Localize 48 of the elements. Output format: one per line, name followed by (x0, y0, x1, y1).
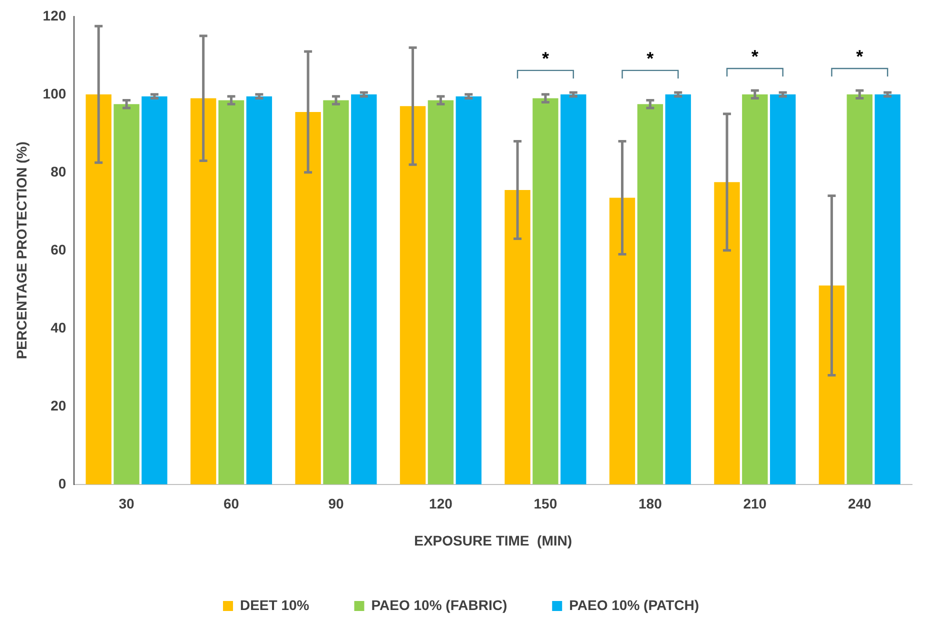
x-tick-label: 180 (638, 496, 662, 512)
bar (560, 94, 586, 484)
bar (142, 96, 168, 484)
bar (818, 286, 845, 484)
y-tick-label: 80 (50, 163, 66, 180)
x-tick-label: 120 (429, 496, 453, 512)
annotation: * (542, 48, 549, 68)
bar (637, 104, 664, 484)
bar (323, 100, 349, 484)
bar (846, 94, 872, 484)
y-tick-label: 100 (42, 85, 66, 102)
bar (400, 106, 426, 484)
bar (351, 94, 377, 484)
bar (456, 96, 482, 484)
bar (114, 104, 140, 484)
bar (874, 94, 900, 484)
y-axis-title: PERCENTAGE PROTECTION (%) (13, 142, 30, 360)
bar (742, 94, 768, 484)
bar (504, 190, 530, 484)
y-tick-label: 60 (50, 241, 66, 258)
bar (246, 96, 272, 484)
bar (190, 98, 216, 484)
bar (665, 94, 691, 484)
annotation: * (646, 48, 654, 68)
x-tick-label: 150 (534, 496, 558, 512)
legend-label: PAEO 10% (FABRIC) (371, 596, 508, 613)
y-tick-label: 20 (50, 397, 66, 414)
bar (428, 100, 454, 484)
annotation: * (751, 46, 758, 66)
bar (770, 94, 796, 484)
x-tick-label: 210 (743, 496, 767, 512)
y-tick-label: 0 (58, 475, 66, 492)
bar (532, 98, 558, 484)
annotation: * (856, 46, 864, 66)
x-tick-label: 90 (328, 496, 344, 512)
bar (295, 112, 321, 484)
x-axis-title: EXPOSURE TIME (MIN) (414, 532, 572, 548)
legend-label: DEET 10% (240, 596, 310, 613)
bar (86, 94, 112, 484)
y-tick-label: 40 (50, 319, 66, 336)
bar (714, 182, 740, 484)
y-tick-label: 120 (42, 7, 66, 24)
bar (218, 100, 244, 484)
x-tick-label: 240 (848, 496, 872, 512)
x-tick-label: 30 (118, 496, 135, 512)
legend-label: PAEO 10% (PATCH) (569, 596, 700, 613)
bar (609, 198, 636, 484)
x-tick-label: 60 (223, 496, 240, 512)
